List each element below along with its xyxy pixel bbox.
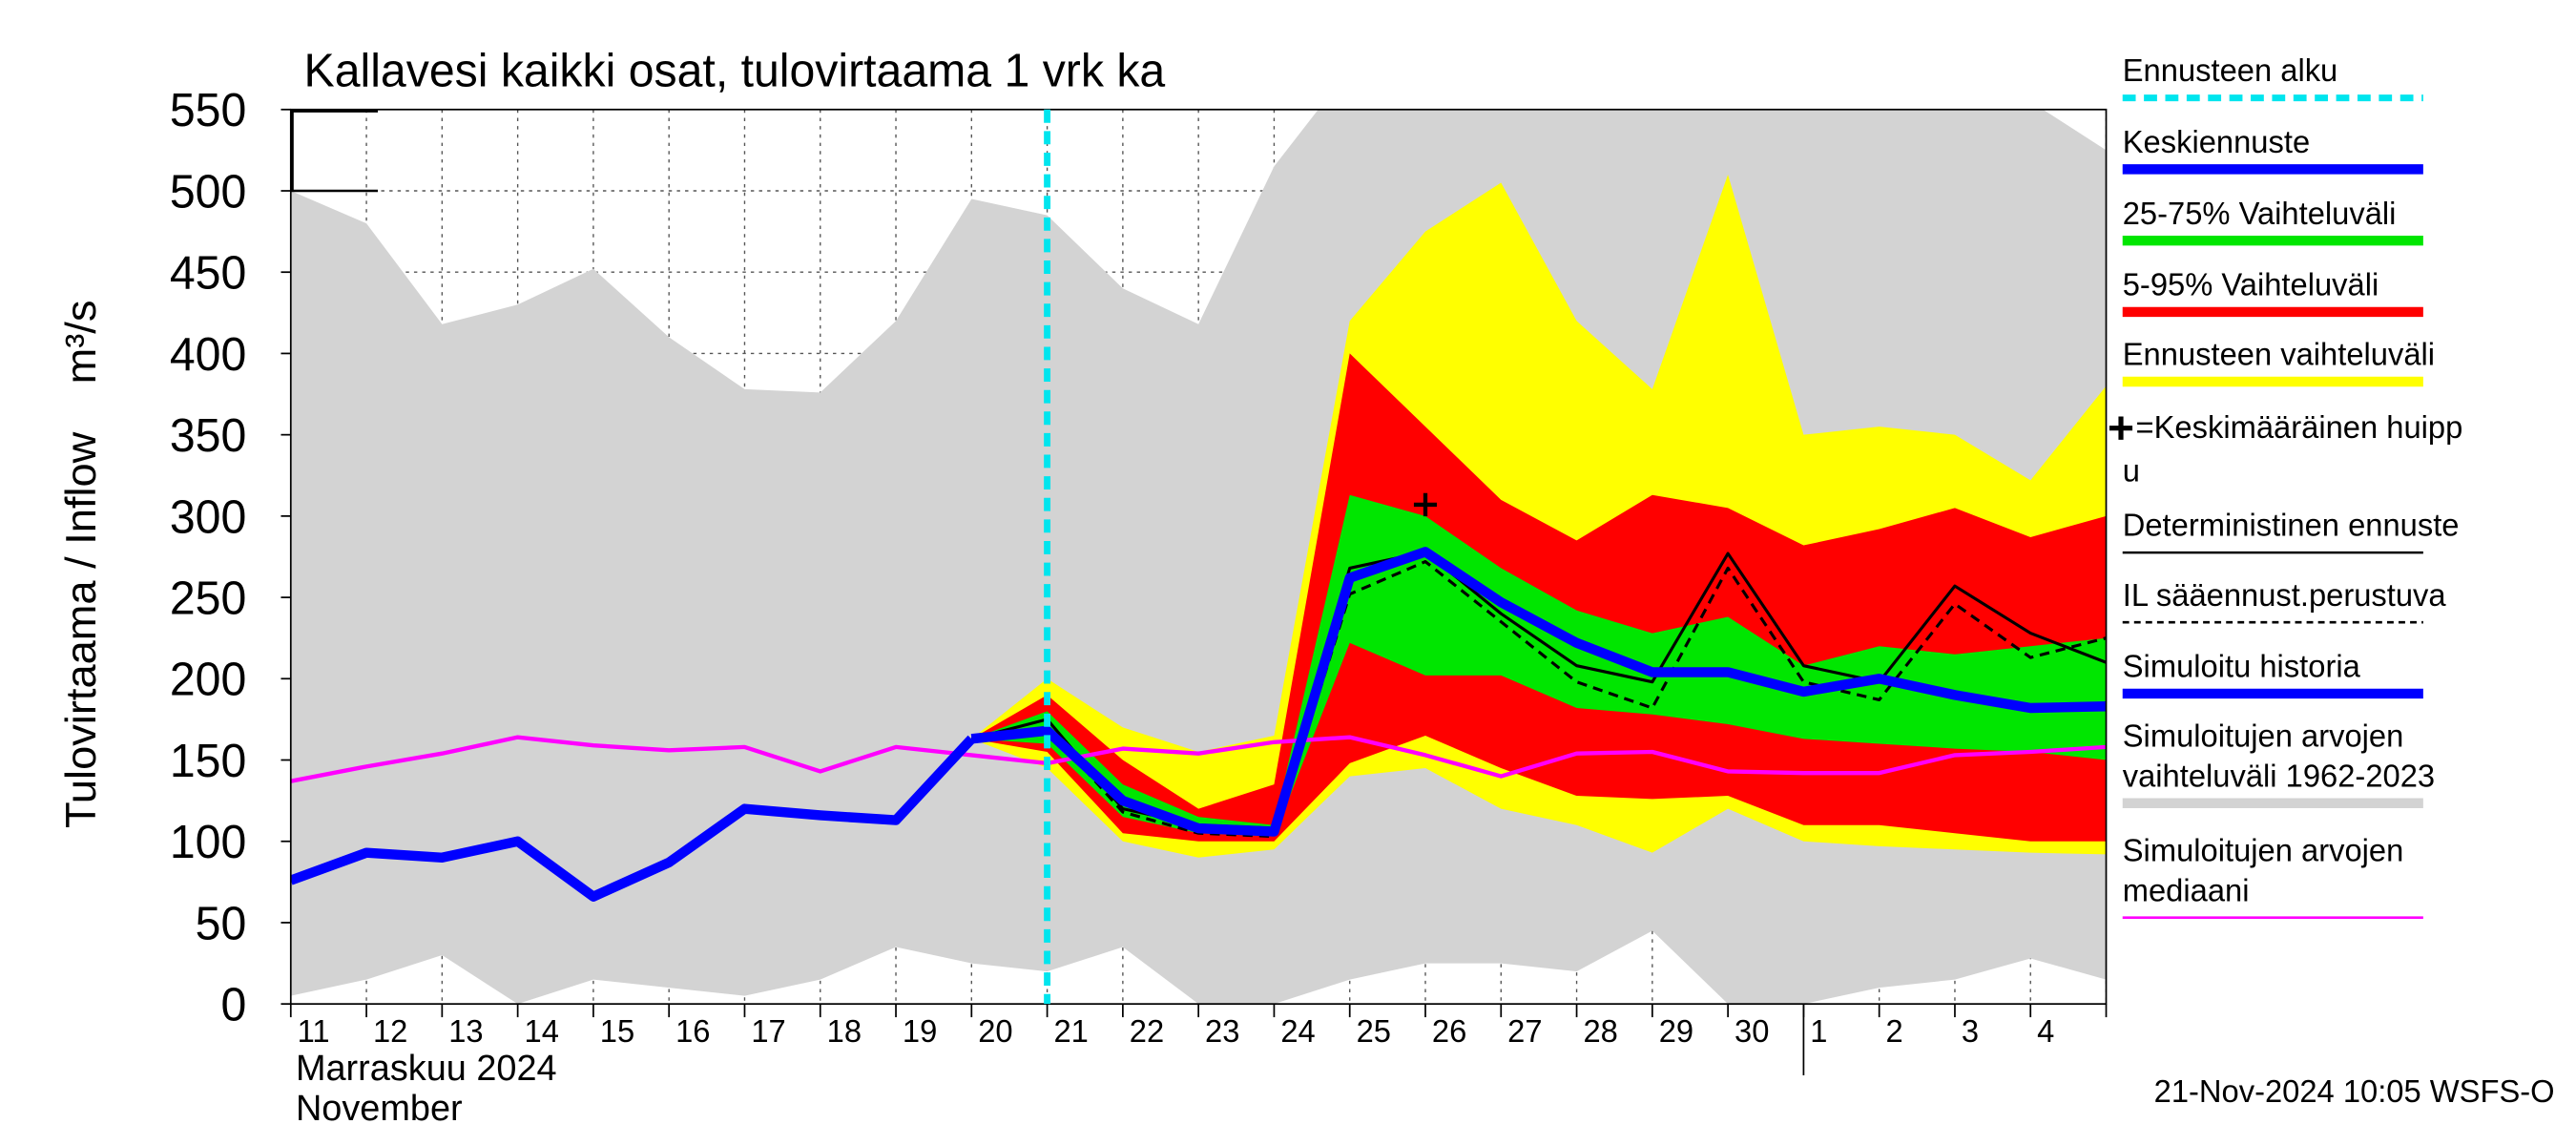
series-line	[971, 560, 2107, 839]
y-tick-label: 550	[170, 85, 246, 136]
x-tick-label: 25	[1357, 1013, 1391, 1049]
legend-label: 25-75% Vaihteluväli	[2123, 196, 2397, 231]
legend-label: Simuloitujen arvojen	[2123, 718, 2404, 753]
x-tick-label: 26	[1432, 1013, 1466, 1049]
legend-label: Deterministinen ennuste	[2123, 508, 2460, 543]
y-tick-label: 350	[170, 410, 246, 462]
x-axis-label: November	[296, 1089, 463, 1129]
plot-area	[290, 109, 2107, 1005]
x-tick-label: 18	[827, 1013, 862, 1049]
legend: Ennusteen alku Keskiennuste 25-75% Vaihtel…	[2109, 52, 2463, 920]
footer: 21-Nov-2024 10:05 WSFS-O	[2154, 1073, 2555, 1109]
x-tick-label: 14	[525, 1013, 559, 1049]
series-line	[290, 735, 976, 902]
x-tick-label: 3	[1962, 1013, 1979, 1049]
peak-marker	[1413, 492, 1438, 517]
y-tick-label: 200	[170, 654, 246, 705]
x-tick-label: 29	[1659, 1013, 1693, 1049]
y-tick-label: 50	[196, 898, 247, 949]
chart-title: Kallavesi kaikki osat, tulovirtaama 1 vr…	[304, 45, 1166, 96]
legend-label: =Keskimääräinen huipp	[2136, 409, 2463, 445]
x-axis-label: Marraskuu 2024	[296, 1049, 557, 1089]
x-tick-label: 28	[1583, 1013, 1617, 1049]
y-tick-label: 0	[220, 979, 246, 1030]
legend-label: IL sääennust.perustuva	[2123, 577, 2447, 613]
x-tick-label: 15	[600, 1013, 634, 1049]
series-line	[970, 547, 2107, 837]
x-tick-label: 24	[1280, 1013, 1315, 1049]
x-tick-label: 2	[1886, 1013, 1903, 1049]
legend-label: 5-95% Vaihteluväli	[2123, 266, 2379, 302]
x-tick-label: 17	[751, 1013, 785, 1049]
x-tick-label: 21	[1053, 1013, 1088, 1049]
x-tick-label: 4	[2037, 1013, 2054, 1049]
series-line	[290, 735, 2107, 783]
corner-bracket	[290, 110, 379, 193]
y-tick-label: 150	[170, 736, 246, 787]
x-tick-label: 16	[675, 1013, 710, 1049]
legend-label: Ennusteen vaihteluväli	[2123, 336, 2435, 371]
y-tick-label: 300	[170, 491, 246, 543]
x-tick-label: 1	[1810, 1013, 1827, 1049]
band-area	[971, 494, 2107, 837]
x-tick-label: 20	[978, 1013, 1012, 1049]
x-tick-label: 13	[448, 1013, 483, 1049]
y-tick-label: 100	[170, 817, 246, 868]
y-tick-label: 250	[170, 572, 246, 624]
x-tick-label: 23	[1205, 1013, 1239, 1049]
y-tick-label: 500	[170, 166, 246, 218]
legend-label: u	[2123, 452, 2140, 488]
legend-label: Keskiennuste	[2123, 124, 2310, 159]
x-tick-label: 27	[1507, 1013, 1542, 1049]
y-axis-label: Tulovirtaama / Inflow m³/s	[56, 301, 105, 829]
x-tick-label: 19	[903, 1013, 937, 1049]
x-tick-label: 12	[373, 1013, 407, 1049]
y-tick-label: 450	[170, 247, 246, 299]
legend-label: mediaani	[2123, 872, 2250, 907]
y-tick-label: 400	[170, 329, 246, 381]
x-tick-label: 22	[1130, 1013, 1164, 1049]
legend-label: Simuloitujen arvojen	[2123, 832, 2404, 867]
legend-label: Simuloitu historia	[2123, 648, 2361, 683]
legend-label: Ennusteen alku	[2123, 52, 2338, 88]
x-tick-label: 11	[298, 1013, 330, 1049]
x-tick-label: 30	[1735, 1013, 1769, 1049]
legend-peak-symbol	[2109, 416, 2133, 440]
legend-label: vaihteluväli 1962-2023	[2123, 758, 2435, 793]
